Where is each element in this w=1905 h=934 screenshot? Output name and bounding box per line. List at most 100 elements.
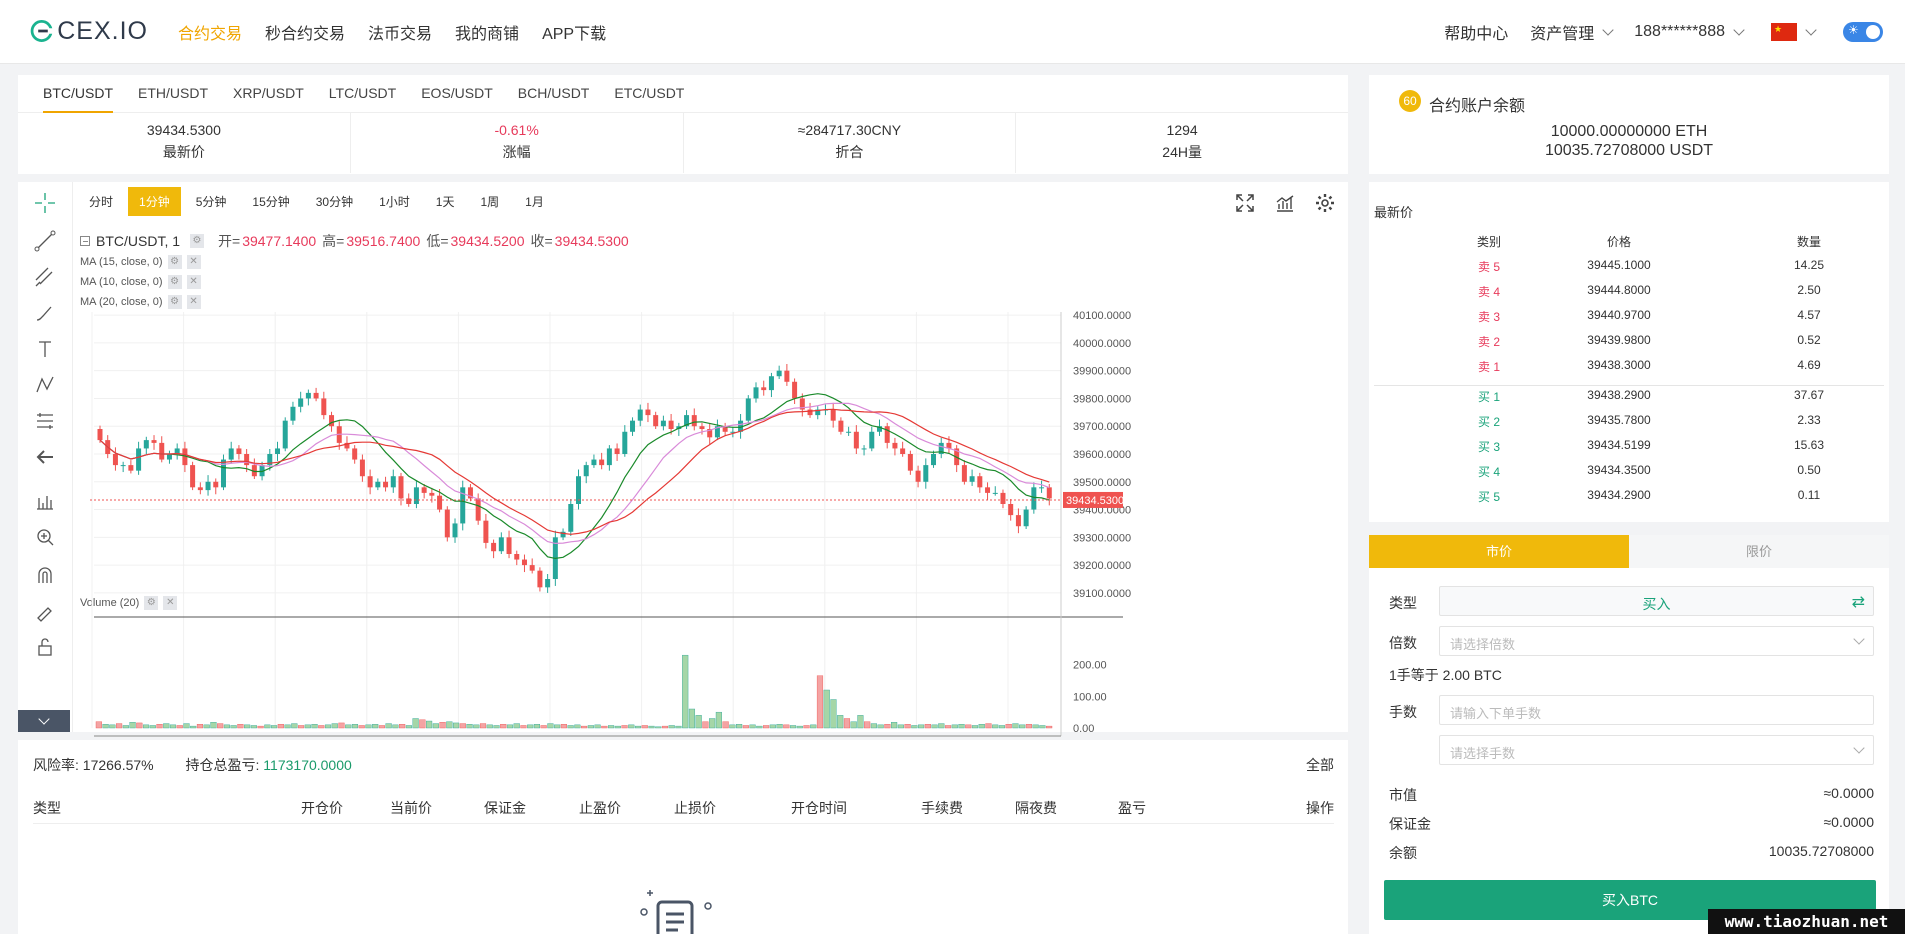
- interval-timeline[interactable]: 分时: [89, 195, 114, 209]
- nav-contract-trade[interactable]: 合约交易: [178, 26, 243, 43]
- watermark: www.tiaozhuan.net: [1708, 909, 1905, 934]
- lots-select[interactable]: 请选择手数: [1439, 735, 1874, 765]
- tab-btc-usdt[interactable]: BTC/USDT: [43, 75, 113, 113]
- multiple-select[interactable]: 请选择倍数: [1439, 626, 1874, 656]
- volume-bar: [574, 724, 581, 729]
- interval-1h[interactable]: 1小时: [379, 195, 410, 209]
- settings-small-icon[interactable]: ⚙: [144, 596, 159, 610]
- bid-row[interactable]: 买 1 39438.2900 37.67: [1369, 388, 1889, 413]
- change-value: -0.61%: [494, 122, 539, 138]
- volume-bar: [1012, 723, 1019, 729]
- settings-small-icon[interactable]: ⚙: [167, 295, 182, 309]
- asset-management-menu[interactable]: 资产管理: [1530, 20, 1614, 44]
- candlestick-chart[interactable]: 40100.0000 40000.0000 39900.0000 39800.0000…: [58, 310, 1348, 753]
- tab-eos-usdt[interactable]: EOS/USDT: [421, 85, 493, 101]
- text-tool-icon[interactable]: [32, 336, 58, 362]
- toolbar-collapse-button[interactable]: [18, 710, 70, 732]
- bid-row[interactable]: 买 4 39434.3500 0.50: [1369, 463, 1889, 488]
- bid-row[interactable]: 买 2 39435.7800 2.33: [1369, 413, 1889, 438]
- candle-body: [969, 476, 975, 482]
- nav-fiat-trade[interactable]: 法币交易: [368, 26, 433, 43]
- ruler-icon[interactable]: [32, 488, 58, 514]
- ask-row[interactable]: 卖 2 39439.9800 0.52: [1369, 333, 1889, 358]
- show-all-link[interactable]: 全部: [1306, 757, 1334, 773]
- language-selector[interactable]: [1771, 23, 1817, 41]
- interval-5m[interactable]: 5分钟: [195, 195, 227, 209]
- trend-line-icon[interactable]: [32, 228, 58, 254]
- candle-body: [630, 420, 636, 432]
- theme-toggle[interactable]: ☀: [1843, 22, 1883, 42]
- bid-row[interactable]: 买 5 39434.2900 0.11: [1369, 488, 1889, 513]
- interval-1w[interactable]: 1周: [480, 195, 500, 209]
- pattern-tool-icon[interactable]: [32, 372, 58, 398]
- ask-row[interactable]: 卖 5 39445.1000 14.25: [1369, 258, 1889, 283]
- close-small-icon[interactable]: ✕: [163, 596, 178, 610]
- fullscreen-icon[interactable]: [1234, 192, 1256, 214]
- lots-input[interactable]: 请输入下单手数: [1439, 695, 1874, 725]
- interval-30m[interactable]: 30分钟: [315, 195, 354, 209]
- volume-bar: [203, 724, 210, 729]
- candle-body: [846, 431, 852, 433]
- unlock-icon[interactable]: [32, 634, 58, 660]
- stat-last-price: 39434.5300 最新价: [18, 113, 351, 173]
- volume-bar: [688, 708, 696, 729]
- market-tabs: BTC/USDT ETH/USDT XRP/USDT LTC/USDT EOS/…: [18, 75, 1348, 113]
- indicators-icon[interactable]: [1274, 192, 1296, 214]
- tab-ltc-usdt[interactable]: LTC/USDT: [328, 85, 397, 101]
- settings-small-icon[interactable]: ⚙: [167, 275, 182, 289]
- settings-small-icon[interactable]: ⚙: [167, 255, 182, 269]
- bid-row[interactable]: 买 3 39434.5199 15.63: [1369, 438, 1889, 463]
- candle-body: [244, 454, 250, 466]
- back-arrow-icon[interactable]: [32, 444, 58, 470]
- volume-bar: [763, 725, 770, 729]
- tab-bch-usdt[interactable]: BCH/USDT: [517, 85, 590, 101]
- nav-second-contract[interactable]: 秒合约交易: [265, 26, 346, 43]
- help-center-link[interactable]: 帮助中心: [1444, 26, 1509, 43]
- measure-tool-icon[interactable]: [32, 408, 58, 434]
- volume-bar: [607, 725, 615, 729]
- collapse-legend-icon[interactable]: [80, 236, 90, 246]
- candle-body: [174, 448, 180, 454]
- nav-my-shop[interactable]: 我的商铺: [455, 26, 520, 43]
- fib-tool-icon[interactable]: [32, 264, 58, 290]
- tab-limit-order[interactable]: 限价: [1629, 535, 1889, 568]
- tab-market-order[interactable]: 市价: [1369, 535, 1629, 568]
- account-menu[interactable]: 188******888: [1634, 23, 1745, 41]
- interval-1m[interactable]: 1分钟: [128, 187, 181, 216]
- interval-1d[interactable]: 1天: [435, 195, 455, 209]
- bid-qty: 0.50: [1797, 463, 1821, 477]
- close-small-icon[interactable]: ✕: [186, 295, 201, 309]
- swap-icon[interactable]: ⇄: [1851, 594, 1865, 611]
- lock-drawing-icon[interactable]: [32, 598, 58, 624]
- candle-body: [352, 448, 358, 460]
- bid-side: 买 1: [1477, 390, 1500, 404]
- settings-small-icon[interactable]: ⚙: [190, 234, 205, 248]
- main-nav: 合约交易 秒合约交易 法币交易 我的商铺 APP下载: [178, 0, 629, 64]
- candle-body: [807, 409, 813, 416]
- interval-1mo[interactable]: 1月: [525, 195, 544, 209]
- brush-icon[interactable]: [32, 300, 58, 326]
- magnet-icon[interactable]: [32, 562, 58, 588]
- zoom-in-icon[interactable]: [32, 524, 58, 550]
- crosshair-icon[interactable]: [32, 190, 58, 216]
- candle-body: [506, 537, 512, 554]
- tab-etc-usdt[interactable]: ETC/USDT: [614, 85, 685, 101]
- col-take-profit: 止盈价: [579, 800, 621, 816]
- close-small-icon[interactable]: ✕: [186, 275, 201, 289]
- direction-select[interactable]: 买入 ⇄: [1439, 586, 1874, 616]
- bid-price: 39434.5199: [1587, 438, 1651, 452]
- volume-bar: [560, 724, 567, 729]
- close-small-icon[interactable]: ✕: [186, 255, 201, 269]
- logo[interactable]: CEX.IO: [30, 14, 148, 48]
- tab-eth-usdt[interactable]: ETH/USDT: [138, 85, 208, 101]
- ask-row[interactable]: 卖 3 39440.9700 4.57: [1369, 308, 1889, 333]
- ask-row[interactable]: 卖 1 39438.3000 4.69: [1369, 358, 1889, 383]
- interval-15m[interactable]: 15分钟: [252, 195, 290, 209]
- settings-gear-icon[interactable]: [1314, 192, 1336, 214]
- ask-row[interactable]: 卖 4 39444.8000 2.50: [1369, 283, 1889, 308]
- candle-body: [213, 481, 219, 488]
- balance-label: 余额: [1389, 845, 1417, 861]
- volume-bar: [877, 724, 884, 729]
- nav-app-download[interactable]: APP下载: [542, 26, 607, 43]
- tab-xrp-usdt[interactable]: XRP/USDT: [233, 85, 304, 101]
